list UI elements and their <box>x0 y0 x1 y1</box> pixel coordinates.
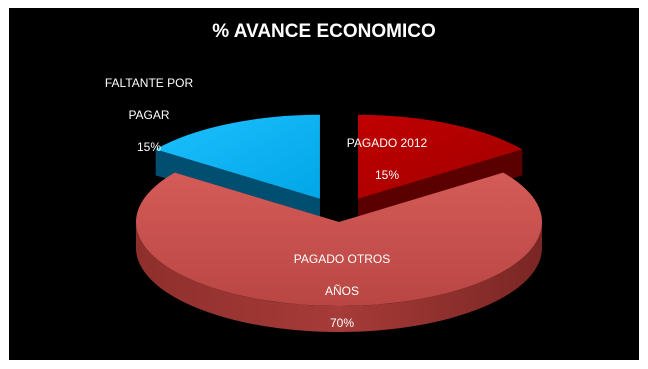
slice-pagado-otros-anos-side-outer <box>136 222 542 332</box>
chart-area: % AVANCE ECONOMICO PAGADO 2012 <box>9 8 639 360</box>
slice-label-faltante-por-pagar: FALTANTE POR PAGAR 15% <box>104 76 194 154</box>
slice-pagado-2012-top <box>358 114 523 199</box>
slice-faltante-por-pagar-top <box>155 114 320 199</box>
slice-label-pagado-2012: PAGADO 2012 15% <box>346 136 428 182</box>
slice-pagado-otros-anos-top <box>135 172 542 307</box>
slice-pagado-otros-anos <box>135 172 542 332</box>
chart-title: % AVANCE ECONOMICO <box>212 21 436 42</box>
pie-chart <box>135 114 542 332</box>
slice-label-pagado-otros-anos: PAGADO OTROS AÑOS 70% <box>293 252 391 330</box>
